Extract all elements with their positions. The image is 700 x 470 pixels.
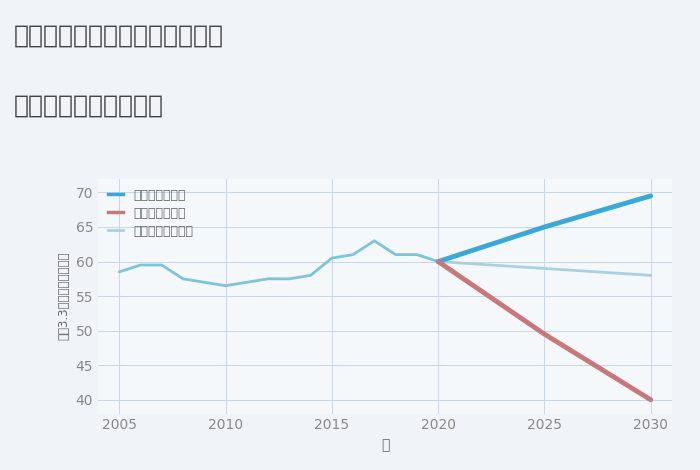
Text: 三重県四日市市南いかるが町の: 三重県四日市市南いかるが町の <box>14 24 224 47</box>
Text: 中古戸建ての価格推移: 中古戸建ての価格推移 <box>14 94 164 118</box>
X-axis label: 年: 年 <box>381 438 389 452</box>
Legend: グッドシナリオ, バッドシナリオ, ノーマルシナリオ: グッドシナリオ, バッドシナリオ, ノーマルシナリオ <box>104 185 197 242</box>
Y-axis label: 坪（3.3㎡）単価（万円）: 坪（3.3㎡）単価（万円） <box>57 252 70 340</box>
